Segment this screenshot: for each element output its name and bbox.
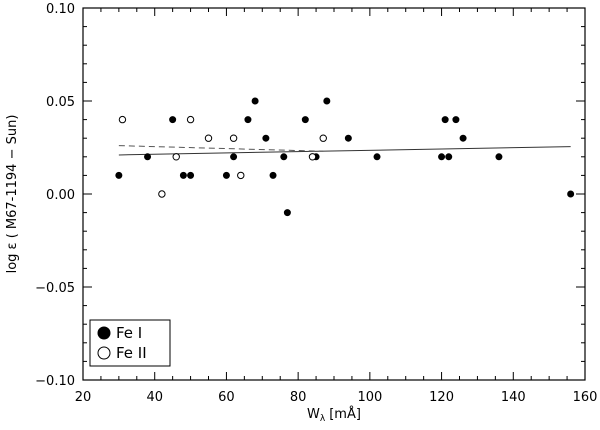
legend-marker-fe-i [97,326,111,340]
point-fe-i [269,171,277,179]
point-fe-i [169,116,177,124]
point-fe-i [438,153,446,161]
x-tick-label: 80 [290,390,307,405]
point-fe-ii [186,115,195,124]
fit-lines [118,145,571,156]
x-tick-label: 140 [501,390,526,405]
point-fe-ii [237,171,245,180]
y-tick-label: −0.05 [35,281,75,296]
y-tick-label: 0.00 [46,188,75,203]
x-tick-label: 40 [146,390,163,405]
point-fe-ii [229,134,238,142]
fit-line-fe-i [118,146,571,156]
point-fe-i [301,116,309,124]
point-fe-i [244,116,252,124]
fit-line-fe-ii [118,145,324,152]
point-fe-i [373,153,381,161]
point-fe-i [262,134,270,142]
point-fe-i [495,153,503,161]
legend-label-fe-i: Fe I [116,324,142,342]
x-tick-label: 20 [75,390,92,405]
point-fe-i [323,97,331,105]
point-fe-i [567,190,575,198]
x-tick-label: 120 [429,390,454,405]
point-fe-ii [204,134,213,142]
y-axis-title: log ε ( M67-1194 − Sun) [5,115,20,274]
point-fe-i [144,153,152,161]
point-fe-ii [308,153,317,161]
point-fe-ii [158,190,166,198]
y-tick-label: −0.10 [35,374,75,389]
point-fe-i [115,171,123,179]
x-tick-label: 100 [357,390,382,405]
point-fe-i [283,209,291,217]
point-fe-i [452,116,460,124]
y-tick-label: 0.10 [46,2,75,17]
point-fe-ii [172,153,180,161]
y-tick-label: 0.05 [46,95,75,110]
point-fe-i [344,134,352,142]
plot-frame [82,7,586,381]
point-fe-ii [118,115,127,124]
legend-label-fe-ii: Fe II [116,344,147,362]
x-axis-title: Wλ [mÅ] [307,406,361,424]
legend: Fe I Fe II [89,319,171,367]
x-axis-title-unit: [mÅ] [329,406,361,422]
point-fe-ii [319,134,327,142]
point-fe-i [280,153,288,161]
point-fe-i [187,171,195,179]
point-fe-i [459,134,467,142]
point-fe-i [230,153,238,161]
x-tick-label: 160 [573,390,598,405]
point-fe-i [222,171,230,179]
x-tick-label: 60 [218,390,235,405]
legend-marker-fe-ii [97,346,111,360]
point-fe-i [441,116,449,124]
point-fe-i [179,171,187,179]
x-axis-title-main: W [307,407,320,422]
data-points [115,97,575,217]
axis-ticks [82,7,586,381]
tick-labels: 20 40 60 80 100 120 140 160 −0.10 −0.05 0.00 0.05 0.… [35,2,597,405]
point-fe-i [251,97,259,105]
x-axis-title-subscript: λ [320,414,326,424]
point-fe-i [445,153,453,161]
